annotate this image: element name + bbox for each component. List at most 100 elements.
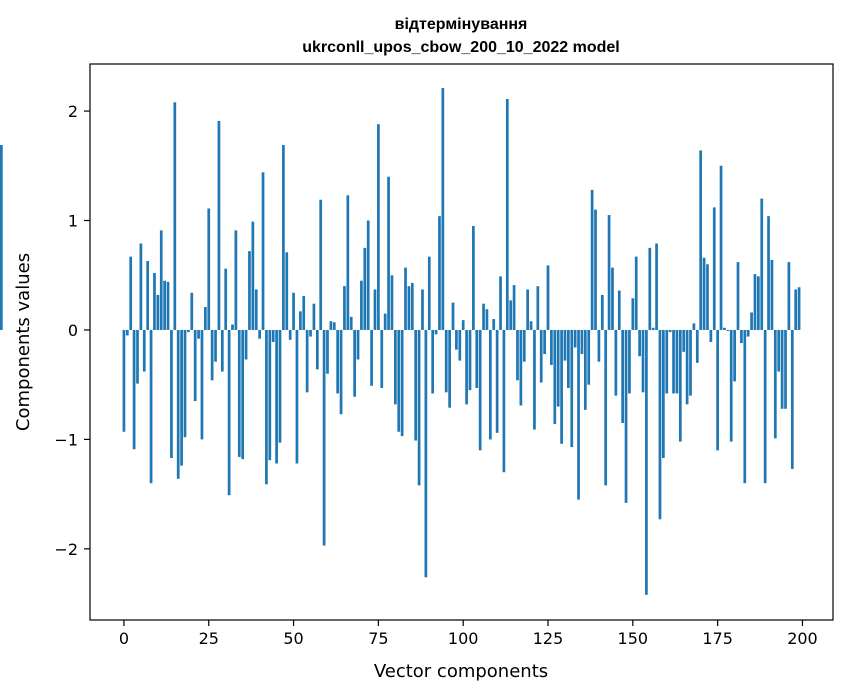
bar-64 xyxy=(339,329,343,415)
bar-106 xyxy=(482,303,485,330)
bar-66 xyxy=(346,195,350,330)
bar-1 xyxy=(125,329,129,336)
bar-193 xyxy=(777,329,781,372)
x-tick-label: 0 xyxy=(119,629,129,648)
bar-146 xyxy=(617,290,621,330)
bar-132 xyxy=(570,329,574,448)
bar-200 xyxy=(0,144,3,330)
bar-151 xyxy=(634,256,638,330)
bar-17 xyxy=(180,329,183,466)
bar-184 xyxy=(746,329,750,337)
bar-153 xyxy=(641,329,645,393)
bar-36 xyxy=(244,329,248,360)
bar-3 xyxy=(132,329,136,450)
bar-59 xyxy=(322,329,326,546)
bar-169 xyxy=(695,329,699,363)
bar-42 xyxy=(265,329,268,485)
bar-191 xyxy=(770,259,774,330)
bar-129 xyxy=(560,329,563,444)
bar-20 xyxy=(190,292,194,330)
bar-77 xyxy=(383,313,387,330)
x-tick-label: 150 xyxy=(618,629,649,648)
bar-155 xyxy=(648,247,652,330)
bar-87 xyxy=(417,329,421,486)
bar-9 xyxy=(153,273,156,330)
bar-186 xyxy=(753,274,757,330)
bar-28 xyxy=(217,120,221,330)
x-axis-label: Vector components xyxy=(374,661,548,682)
bar-116 xyxy=(516,329,519,381)
bar-142 xyxy=(604,329,608,486)
bar-63 xyxy=(336,329,340,394)
bar-162 xyxy=(672,329,675,394)
bar-61 xyxy=(329,321,333,330)
bar-90 xyxy=(427,256,431,330)
bar-46 xyxy=(278,329,282,443)
bar-128 xyxy=(556,329,560,407)
bar-40 xyxy=(258,329,261,339)
bar-6 xyxy=(142,329,146,372)
bar-43 xyxy=(268,329,272,461)
bar-25 xyxy=(207,208,211,330)
bar-179 xyxy=(729,329,733,442)
bar-86 xyxy=(414,329,418,441)
bar-41 xyxy=(261,172,265,330)
bar-174 xyxy=(712,207,716,330)
x-tick-label: 125 xyxy=(533,629,564,648)
bar-170 xyxy=(699,150,703,330)
bar-182 xyxy=(740,329,743,344)
bar-22 xyxy=(197,329,200,339)
bar-5 xyxy=(139,243,143,330)
bar-166 xyxy=(685,329,689,405)
bar-147 xyxy=(621,329,625,423)
bar-100 xyxy=(461,320,465,330)
bar-113 xyxy=(505,99,509,330)
bar-97 xyxy=(451,302,455,330)
bar-126 xyxy=(550,329,553,365)
bar-16 xyxy=(176,329,180,479)
bar-105 xyxy=(478,329,482,451)
bar-33 xyxy=(234,230,238,330)
bars-group xyxy=(0,88,801,595)
bar-96 xyxy=(448,329,451,408)
bar-159 xyxy=(662,329,665,459)
y-axis-label: Components values xyxy=(13,253,34,431)
x-tick-label: 200 xyxy=(787,629,818,648)
bar-74 xyxy=(373,289,377,330)
bar-54 xyxy=(305,329,309,393)
bar-167 xyxy=(689,329,692,396)
bar-197 xyxy=(790,329,794,469)
bar-27 xyxy=(214,329,217,362)
bar-65 xyxy=(343,286,346,330)
bar-134 xyxy=(577,329,580,500)
bar-108 xyxy=(488,329,492,440)
x-tick-label: 25 xyxy=(199,629,219,648)
bar-84 xyxy=(407,286,411,330)
bar-2 xyxy=(129,256,133,330)
bar-123 xyxy=(539,329,543,383)
bar-21 xyxy=(193,329,197,402)
bar-168 xyxy=(692,323,696,330)
bar-107 xyxy=(485,309,489,330)
bar-98 xyxy=(455,329,458,350)
bar-4 xyxy=(136,329,139,384)
bar-11 xyxy=(159,230,163,330)
y-axis-ticks: −2 −1 0 1 2 xyxy=(54,102,90,559)
bar-190 xyxy=(767,216,770,330)
bar-30 xyxy=(224,268,228,330)
bar-73 xyxy=(370,329,373,386)
x-tick-label: 75 xyxy=(368,629,388,648)
bar-131 xyxy=(567,329,570,388)
bar-26 xyxy=(210,329,214,381)
bar-157 xyxy=(655,243,658,330)
bar-70 xyxy=(360,280,363,330)
bar-88 xyxy=(421,289,424,330)
bar-71 xyxy=(363,247,367,330)
chart-title-line-1: відтермінування xyxy=(395,16,528,33)
bar-58 xyxy=(319,199,323,330)
bar-112 xyxy=(502,329,506,473)
bar-72 xyxy=(366,220,370,330)
bar-148 xyxy=(624,329,628,503)
bar-143 xyxy=(607,215,611,330)
